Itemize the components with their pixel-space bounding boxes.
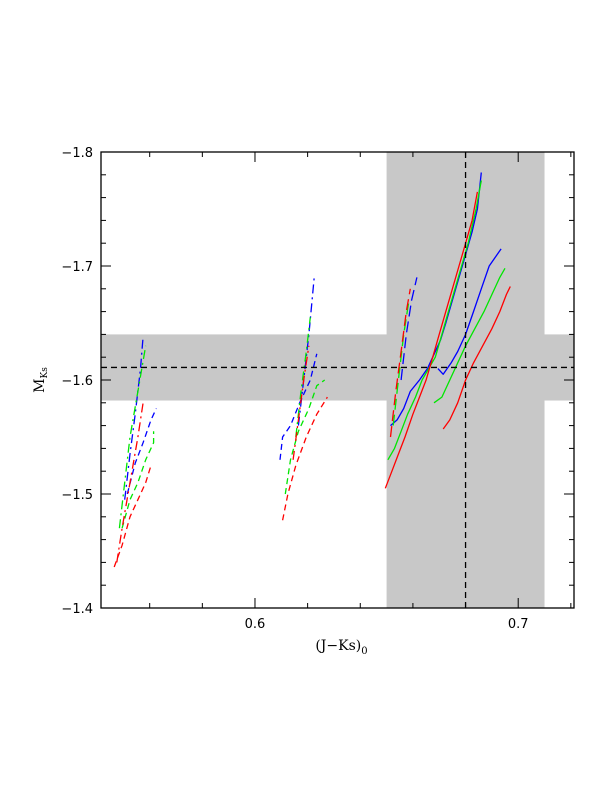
reference-lines [101,152,574,608]
y-axis-label-main: M [32,379,48,393]
y-tick-label: −1.5 [61,488,93,503]
series-line-9 [295,317,311,438]
series-line-2 [126,408,157,495]
x-axis-label: (J−Ks)0 [315,638,367,657]
series-line-12 [281,396,328,521]
y-axis-label: MKs [32,367,50,393]
series-line-19 [437,248,502,375]
x-axis-label-main: (J−Ks) [315,638,361,654]
y-axis-label-sub: Ks [40,367,50,379]
series-line-21 [442,286,511,430]
x-tick-label: 0.6 [245,617,266,632]
series-line-5 [116,402,144,563]
series-line-11 [292,345,310,460]
series-line-8 [279,353,318,460]
series-line-18 [384,191,479,489]
band-layer [101,152,574,608]
y-tick-label: −1.8 [61,146,93,161]
tick-layer: 0.6 0.7 −1.8 −1.7 −1.6 −1.5 −1.4 [61,146,574,632]
series-line-20 [433,267,506,404]
series-line-3 [118,345,147,529]
series-line-10 [284,379,326,495]
x-axis-label-sub: 0 [361,646,367,657]
series-line-16 [387,180,482,461]
series-line-4 [121,431,155,529]
series-line-13 [400,277,418,381]
series-layer [113,172,511,568]
series-line-15 [392,300,410,426]
y-tick-label: −1.7 [61,260,93,275]
y-tick-label: −1.6 [61,374,93,389]
series-line-17 [389,288,411,438]
y-tick-label: −1.4 [61,602,93,617]
series-line-6 [113,465,152,568]
x-tick-label: 0.7 [508,617,529,632]
